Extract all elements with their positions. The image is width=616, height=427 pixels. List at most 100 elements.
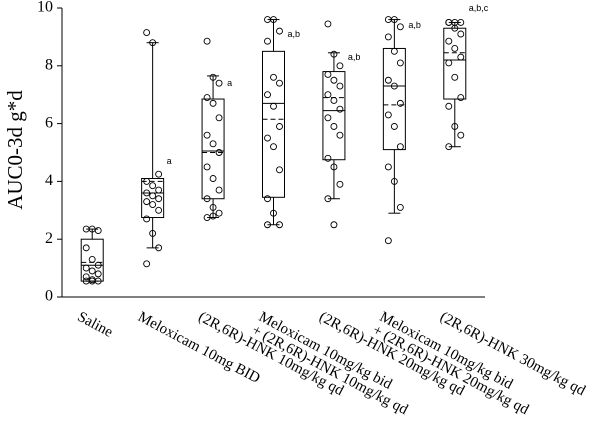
data-point (94, 261, 102, 269)
data-point (155, 206, 163, 214)
y-tick-label: 0 (45, 288, 53, 305)
data-point (445, 143, 453, 151)
x-tick-label: Saline (75, 309, 116, 341)
data-point (94, 227, 102, 234)
data-point (276, 27, 283, 35)
data-point (143, 177, 151, 185)
annotation: a,b (408, 20, 421, 30)
data-point (390, 16, 398, 24)
data-point (457, 131, 465, 139)
data-point (457, 94, 465, 102)
annotation: a (227, 78, 232, 88)
data-point (396, 99, 404, 107)
data-point (270, 16, 277, 24)
data-point (149, 182, 157, 190)
data-point (264, 37, 271, 45)
data-point (88, 277, 96, 285)
data-point (445, 19, 453, 26)
data-point (384, 111, 392, 119)
data-point (143, 29, 151, 37)
data-point (215, 209, 223, 217)
data-point (82, 273, 90, 281)
box (322, 71, 346, 161)
annotation: a (167, 156, 172, 166)
data-point (396, 23, 404, 31)
data-point (270, 102, 277, 110)
data-point (155, 186, 163, 194)
data-point (276, 123, 283, 130)
data-point (445, 37, 453, 45)
data-point (209, 212, 217, 220)
data-point (149, 201, 157, 208)
data-point (215, 79, 223, 87)
data-point (324, 71, 332, 78)
data-point (270, 209, 277, 217)
data-point (390, 123, 398, 130)
y-axis-label: AUC0-3d g*d (3, 90, 27, 210)
data-point (336, 180, 344, 188)
data-point (209, 203, 217, 211)
data-point (209, 140, 217, 148)
data-point (330, 123, 338, 130)
y-tick-label: 2 (45, 230, 53, 247)
data-point (451, 123, 459, 130)
data-point (264, 134, 271, 142)
data-point (384, 33, 392, 41)
y-tick-label: 10 (37, 0, 53, 16)
box (80, 238, 104, 282)
data-point (88, 267, 96, 275)
data-point (396, 203, 404, 211)
data-point (203, 37, 211, 45)
box (443, 27, 467, 100)
box (262, 50, 285, 198)
annotation: a,b,c (469, 3, 489, 13)
data-point (215, 114, 223, 122)
x-tick-label-line: Saline (75, 309, 116, 341)
data-point (88, 276, 96, 284)
data-point (209, 99, 217, 107)
data-point (276, 166, 283, 174)
data-point (88, 255, 96, 263)
data-point (330, 163, 338, 171)
data-point (270, 73, 277, 81)
data-point (203, 195, 211, 203)
box (141, 178, 165, 219)
annotation: a,b (288, 29, 301, 39)
data-point (143, 198, 151, 206)
data-point (155, 170, 163, 178)
data-point (336, 105, 344, 113)
data-point (264, 195, 271, 203)
annotation: a,b (348, 52, 361, 62)
data-point (155, 244, 163, 252)
data-point (143, 215, 151, 223)
data-point (451, 73, 459, 81)
box (201, 98, 225, 200)
data-point (203, 131, 211, 139)
data-point (445, 102, 453, 110)
data-point (264, 221, 271, 229)
data-point (215, 186, 223, 194)
data-point (390, 47, 398, 55)
data-point (143, 260, 151, 268)
data-point (390, 82, 398, 90)
data-point (270, 143, 277, 151)
data-point (264, 91, 271, 99)
data-point (215, 149, 223, 156)
data-point (457, 53, 465, 61)
data-point (276, 79, 283, 87)
data-point (336, 82, 344, 90)
data-point (330, 97, 338, 104)
data-point (396, 143, 404, 151)
y-tick-label: 8 (45, 56, 53, 73)
y-tick-label: 6 (45, 114, 53, 131)
data-point (457, 19, 465, 26)
data-point (384, 76, 392, 84)
data-point (203, 94, 211, 102)
data-point (276, 221, 283, 229)
data-point (384, 163, 392, 171)
data-point (149, 39, 157, 47)
y-tick-label: 4 (45, 172, 53, 189)
data-point (336, 131, 344, 139)
data-point (209, 73, 217, 81)
data-point (384, 237, 392, 245)
